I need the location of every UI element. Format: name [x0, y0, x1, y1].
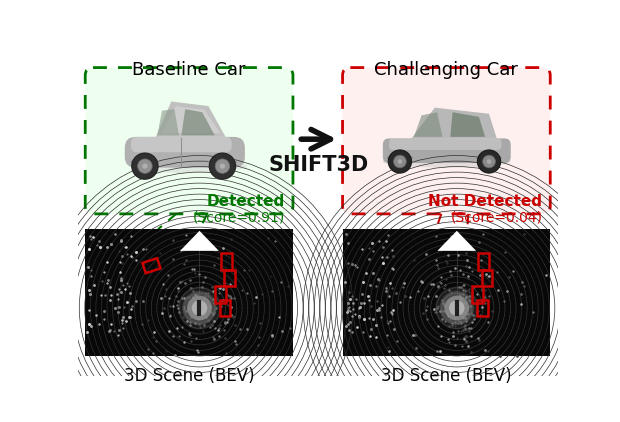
Polygon shape [412, 108, 497, 138]
Ellipse shape [383, 155, 510, 168]
Polygon shape [414, 112, 443, 137]
Bar [342, 229, 551, 356]
Circle shape [477, 150, 501, 173]
Circle shape [394, 155, 406, 168]
Bar [221, 253, 232, 270]
Bar [86, 229, 293, 356]
Text: (Score=0.91): (Score=0.91) [193, 211, 285, 225]
Bar [224, 270, 235, 287]
Text: Challenging Car: Challenging Car [374, 62, 518, 79]
Polygon shape [157, 109, 179, 135]
Bar [219, 300, 231, 316]
FancyBboxPatch shape [342, 68, 551, 214]
Bar [472, 287, 483, 303]
Bar [479, 253, 489, 270]
Polygon shape [450, 112, 485, 137]
Polygon shape [182, 109, 215, 135]
Circle shape [482, 155, 495, 168]
Bar [215, 287, 226, 303]
FancyBboxPatch shape [389, 138, 502, 150]
FancyBboxPatch shape [131, 137, 232, 152]
Text: Not Detected: Not Detected [428, 194, 542, 209]
Bar [482, 270, 492, 287]
Circle shape [440, 291, 474, 325]
Polygon shape [162, 106, 220, 133]
Text: SHIFT3D: SHIFT3D [269, 154, 369, 175]
Circle shape [445, 296, 469, 320]
FancyBboxPatch shape [383, 138, 511, 163]
Polygon shape [437, 231, 476, 251]
Polygon shape [180, 231, 219, 251]
Text: Baseline Car: Baseline Car [132, 62, 246, 79]
Circle shape [187, 296, 212, 320]
Circle shape [435, 287, 479, 330]
Circle shape [182, 291, 216, 325]
Text: (Score=0.04): (Score=0.04) [451, 211, 542, 225]
Text: Detected: Detected [207, 194, 285, 209]
Circle shape [210, 153, 236, 179]
FancyBboxPatch shape [125, 137, 245, 168]
Text: 3D Scene (BEV): 3D Scene (BEV) [124, 367, 254, 385]
Circle shape [138, 159, 152, 173]
Ellipse shape [131, 159, 247, 173]
Circle shape [449, 300, 464, 316]
Circle shape [192, 300, 207, 316]
Text: 3D Scene (BEV): 3D Scene (BEV) [381, 367, 512, 385]
Circle shape [397, 159, 402, 164]
Polygon shape [156, 101, 226, 137]
FancyBboxPatch shape [86, 68, 293, 214]
Circle shape [131, 153, 158, 179]
Circle shape [178, 287, 221, 330]
Circle shape [215, 159, 229, 173]
Circle shape [143, 163, 148, 169]
Bar [477, 300, 488, 316]
Circle shape [220, 163, 225, 169]
Circle shape [487, 159, 491, 164]
Circle shape [388, 150, 412, 173]
